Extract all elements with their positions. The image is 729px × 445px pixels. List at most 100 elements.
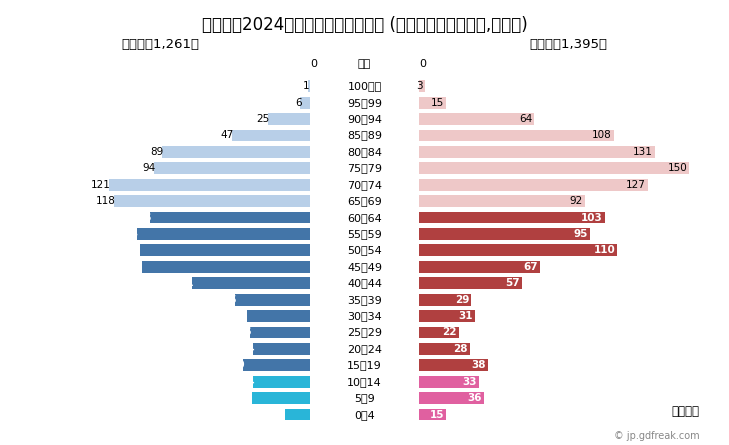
Text: 33: 33 [462, 377, 477, 387]
Text: 28: 28 [453, 344, 468, 354]
Bar [253, 343, 310, 355]
Bar [308, 80, 310, 92]
Bar [192, 277, 310, 289]
Text: 15: 15 [430, 409, 445, 420]
Bar [154, 162, 310, 174]
Text: 35～39: 35～39 [347, 295, 382, 305]
Bar [114, 195, 310, 207]
Text: 110: 110 [593, 245, 615, 255]
Text: 108: 108 [592, 130, 612, 141]
Bar [243, 360, 310, 371]
Bar [232, 129, 310, 142]
Bar [142, 261, 310, 273]
Text: 103: 103 [581, 213, 603, 222]
Text: 15: 15 [431, 97, 445, 108]
Bar [419, 294, 472, 306]
Text: 10～14: 10～14 [347, 377, 382, 387]
Bar [419, 360, 488, 371]
Text: 127: 127 [626, 180, 646, 190]
Text: 131: 131 [634, 147, 653, 157]
Text: 古平町の2024年１月１日の人口構成 (住民基本台帳ベース,総人口): 古平町の2024年１月１日の人口構成 (住民基本台帳ベース,総人口) [202, 16, 527, 33]
Text: 36: 36 [237, 328, 252, 337]
Bar [419, 277, 522, 289]
Bar [419, 409, 446, 421]
Bar [419, 113, 534, 125]
Text: © jp.gdfreak.com: © jp.gdfreak.com [615, 431, 700, 441]
Text: 95: 95 [574, 229, 588, 239]
Text: 3: 3 [416, 81, 423, 91]
Bar [419, 129, 614, 142]
Text: 50～54: 50～54 [347, 245, 382, 255]
Text: 57: 57 [505, 278, 520, 288]
Text: 38: 38 [471, 360, 486, 370]
Bar [419, 179, 648, 190]
Text: 67: 67 [523, 262, 538, 272]
Text: 34: 34 [241, 344, 255, 354]
Text: 118: 118 [95, 196, 115, 206]
Bar [268, 113, 310, 125]
Bar [419, 146, 655, 158]
Text: 80～84: 80～84 [347, 147, 382, 157]
Text: 38: 38 [234, 311, 249, 321]
Bar [235, 294, 310, 306]
Bar [162, 146, 310, 158]
Bar [419, 392, 484, 404]
Bar [419, 195, 585, 207]
Bar [140, 244, 310, 256]
Bar [419, 244, 617, 256]
Bar [419, 327, 459, 338]
Text: 100歳～: 100歳～ [348, 81, 381, 91]
Text: 101: 101 [122, 262, 144, 272]
Text: 70～74: 70～74 [347, 180, 382, 190]
Bar [419, 261, 539, 273]
Text: 75～79: 75～79 [347, 163, 382, 173]
Text: 96: 96 [138, 213, 152, 222]
Text: 0: 0 [310, 59, 317, 69]
Bar [419, 97, 446, 109]
Text: 45～49: 45～49 [347, 262, 382, 272]
Text: 29: 29 [455, 295, 469, 305]
Text: 25～29: 25～29 [347, 328, 382, 337]
Text: 男性計：1,261人: 男性計：1,261人 [122, 38, 199, 51]
Bar [246, 310, 310, 322]
Bar [250, 327, 310, 338]
Text: 単位：人: 単位：人 [672, 405, 700, 418]
Text: 85～89: 85～89 [347, 130, 382, 141]
Text: 6: 6 [295, 97, 302, 108]
Text: 102: 102 [120, 245, 142, 255]
Text: 64: 64 [519, 114, 533, 124]
Text: 31: 31 [459, 311, 473, 321]
Text: 45: 45 [222, 295, 237, 305]
Bar [419, 212, 604, 223]
Text: 25: 25 [257, 114, 270, 124]
Text: 92: 92 [569, 196, 583, 206]
Bar [300, 97, 310, 109]
Text: 71: 71 [179, 278, 193, 288]
Bar [419, 162, 689, 174]
Text: 34: 34 [241, 377, 255, 387]
Bar [419, 80, 424, 92]
Text: 22: 22 [443, 328, 457, 337]
Text: 94: 94 [142, 163, 155, 173]
Bar [285, 409, 310, 421]
Text: 15: 15 [272, 409, 286, 420]
Text: 55～59: 55～59 [347, 229, 382, 239]
Text: 0: 0 [419, 59, 426, 69]
Text: 5～9: 5～9 [354, 393, 375, 403]
Bar [109, 179, 310, 190]
Text: 1: 1 [303, 81, 310, 91]
Text: 47: 47 [220, 130, 233, 141]
Text: 65～69: 65～69 [347, 196, 382, 206]
Bar [253, 376, 310, 388]
Text: 15～19: 15～19 [347, 360, 382, 370]
Text: 90～94: 90～94 [347, 114, 382, 124]
Text: 89: 89 [150, 147, 163, 157]
Text: 30～34: 30～34 [347, 311, 382, 321]
Text: 121: 121 [90, 180, 110, 190]
Text: 0～4: 0～4 [354, 409, 375, 420]
Text: 60～64: 60～64 [347, 213, 382, 222]
Text: 104: 104 [117, 229, 139, 239]
Bar [419, 343, 469, 355]
Bar [252, 392, 310, 404]
Text: 40～44: 40～44 [347, 278, 382, 288]
